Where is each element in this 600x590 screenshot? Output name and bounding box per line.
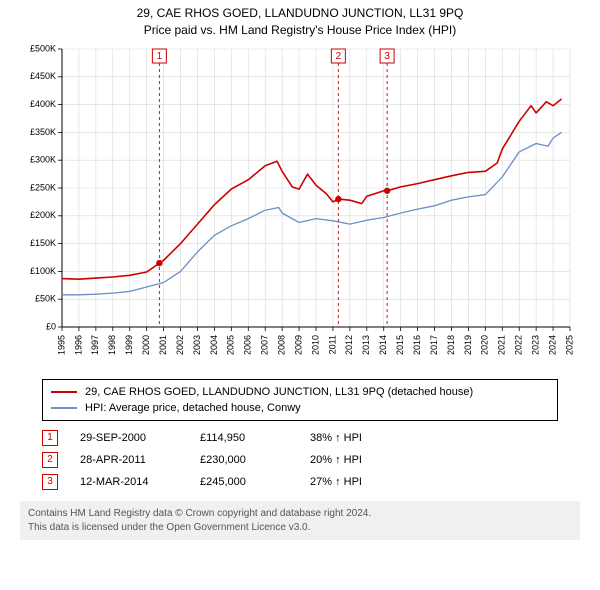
svg-text:2021: 2021	[497, 335, 507, 355]
svg-text:3: 3	[384, 51, 390, 62]
table-row: 2 28-APR-2011 £230,000 20% ↑ HPI	[42, 449, 580, 471]
svg-text:£200K: £200K	[30, 210, 56, 220]
svg-text:2014: 2014	[378, 335, 388, 355]
svg-text:2000: 2000	[141, 335, 151, 355]
chart-subtitle: Price paid vs. HM Land Registry's House …	[0, 23, 600, 37]
transaction-table: 1 29-SEP-2000 £114,950 38% ↑ HPI 2 28-AP…	[42, 427, 580, 493]
svg-text:2018: 2018	[446, 335, 456, 355]
svg-text:2013: 2013	[361, 335, 371, 355]
svg-text:2005: 2005	[226, 335, 236, 355]
svg-text:2010: 2010	[310, 335, 320, 355]
svg-text:1: 1	[157, 51, 163, 62]
svg-text:£100K: £100K	[30, 266, 56, 276]
chart-title: 29, CAE RHOS GOED, LLANDUDNO JUNCTION, L…	[0, 6, 600, 20]
svg-text:2019: 2019	[463, 335, 473, 355]
legend-label: HPI: Average price, detached house, Conw…	[85, 402, 301, 414]
svg-text:2007: 2007	[260, 335, 270, 355]
svg-text:£400K: £400K	[30, 99, 56, 109]
svg-text:£0: £0	[46, 321, 56, 331]
svg-text:1999: 1999	[124, 335, 134, 355]
legend-item: HPI: Average price, detached house, Conw…	[51, 400, 549, 416]
transaction-date: 29-SEP-2000	[80, 432, 200, 444]
transaction-price: £114,950	[200, 432, 310, 444]
legend: 29, CAE RHOS GOED, LLANDUDNO JUNCTION, L…	[42, 379, 558, 421]
chart-svg: 1995 1996 1997 1998 1999 2000 2001 2002 2003 2004…	[20, 43, 580, 373]
svg-text:1995: 1995	[56, 335, 66, 355]
svg-text:2001: 2001	[158, 335, 168, 355]
svg-text:£500K: £500K	[30, 43, 56, 53]
svg-text:2011: 2011	[327, 335, 337, 354]
transaction-delta: 20% ↑ HPI	[310, 454, 400, 466]
footer-line: Contains HM Land Registry data © Crown c…	[28, 507, 572, 521]
title-block: 29, CAE RHOS GOED, LLANDUDNO JUNCTION, L…	[0, 0, 600, 39]
svg-text:2022: 2022	[514, 335, 524, 355]
transaction-delta: 38% ↑ HPI	[310, 432, 400, 444]
svg-text:£50K: £50K	[35, 294, 56, 304]
svg-text:2012: 2012	[344, 335, 354, 355]
transaction-badge: 3	[42, 474, 58, 490]
transaction-badge: 1	[42, 430, 58, 446]
transaction-date: 28-APR-2011	[80, 454, 200, 466]
svg-text:£150K: £150K	[30, 238, 56, 248]
transaction-price: £230,000	[200, 454, 310, 466]
transaction-delta: 27% ↑ HPI	[310, 476, 400, 488]
svg-text:£300K: £300K	[30, 155, 56, 165]
svg-text:2023: 2023	[531, 335, 541, 355]
svg-text:2015: 2015	[395, 335, 405, 355]
transaction-price: £245,000	[200, 476, 310, 488]
svg-text:2002: 2002	[175, 335, 185, 355]
svg-text:£250K: £250K	[30, 182, 56, 192]
table-row: 3 12-MAR-2014 £245,000 27% ↑ HPI	[42, 471, 580, 493]
svg-text:2016: 2016	[412, 335, 422, 355]
svg-text:£450K: £450K	[30, 71, 56, 81]
svg-text:£350K: £350K	[30, 127, 56, 137]
svg-text:1998: 1998	[107, 335, 117, 355]
legend-swatch	[51, 407, 77, 409]
svg-text:2024: 2024	[547, 335, 557, 355]
transaction-date: 12-MAR-2014	[80, 476, 200, 488]
svg-text:1996: 1996	[73, 335, 83, 355]
svg-text:2004: 2004	[209, 335, 219, 355]
legend-item: 29, CAE RHOS GOED, LLANDUDNO JUNCTION, L…	[51, 384, 549, 400]
svg-text:2006: 2006	[243, 335, 253, 355]
svg-text:2025: 2025	[564, 335, 574, 355]
svg-text:2009: 2009	[293, 335, 303, 355]
svg-text:2008: 2008	[277, 335, 287, 355]
chart-container: 29, CAE RHOS GOED, LLANDUDNO JUNCTION, L…	[0, 0, 600, 540]
svg-text:1997: 1997	[90, 335, 100, 355]
svg-text:2: 2	[336, 51, 342, 62]
legend-swatch	[51, 391, 77, 393]
legend-label: 29, CAE RHOS GOED, LLANDUDNO JUNCTION, L…	[85, 386, 473, 398]
footer-line: This data is licensed under the Open Gov…	[28, 521, 572, 535]
svg-text:2020: 2020	[480, 335, 490, 355]
svg-text:2017: 2017	[429, 335, 439, 355]
transaction-badge: 2	[42, 452, 58, 468]
svg-text:2003: 2003	[192, 335, 202, 355]
table-row: 1 29-SEP-2000 £114,950 38% ↑ HPI	[42, 427, 580, 449]
plot-area: 1995 1996 1997 1998 1999 2000 2001 2002 2003 2004…	[20, 43, 580, 373]
attribution-footer: Contains HM Land Registry data © Crown c…	[20, 501, 580, 540]
